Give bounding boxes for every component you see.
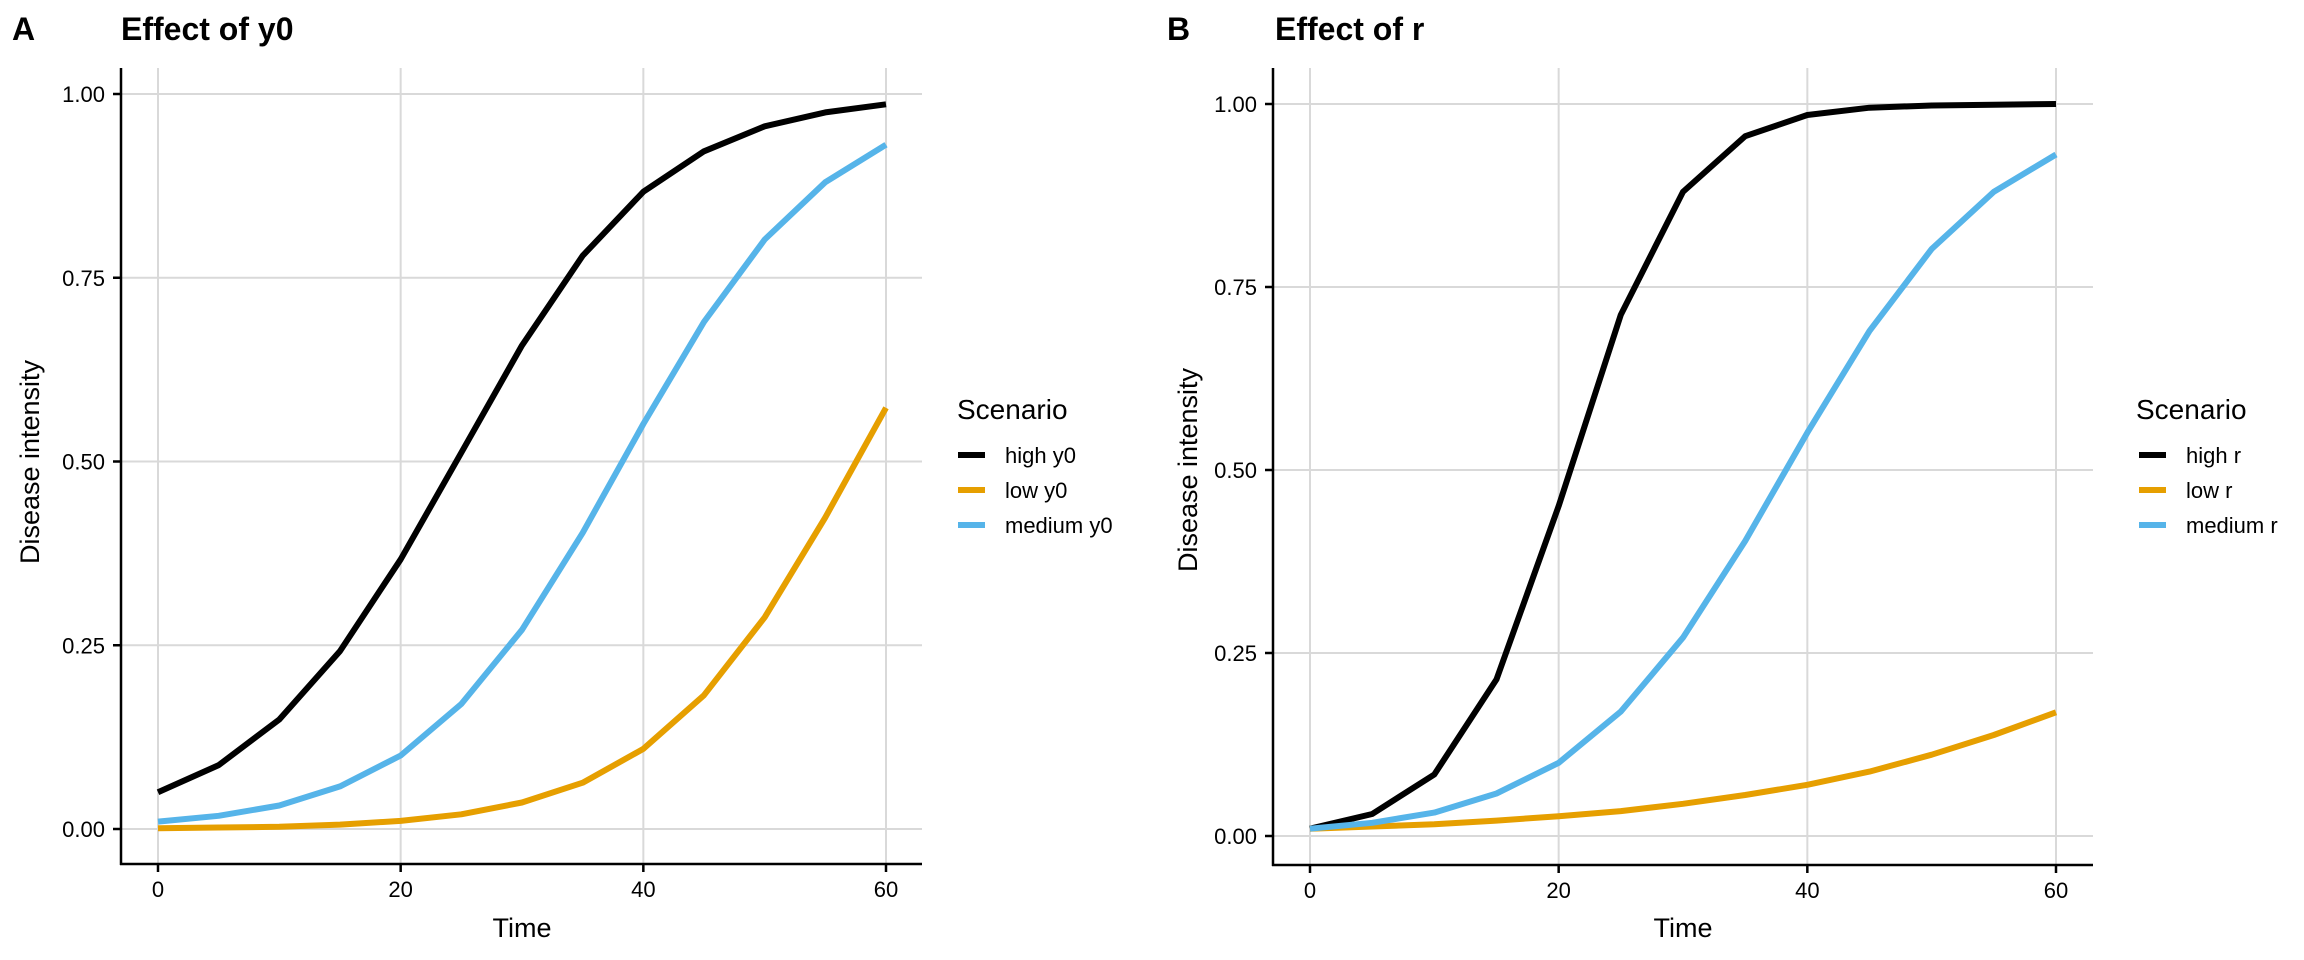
legend-label: high r — [2186, 443, 2241, 468]
axes — [1271, 68, 2093, 867]
y-tick-label: 1.00 — [1214, 92, 1257, 117]
chart-title: Effect of y0 — [121, 11, 293, 47]
series-line-medium-y0 — [157, 142, 888, 825]
x-axis-title: Time — [1654, 913, 1713, 943]
series-lines — [156, 101, 889, 832]
legend-label: high y0 — [1005, 443, 1076, 468]
legend-item: low y0 — [958, 478, 1067, 503]
series-lines — [1309, 101, 2058, 832]
legend-item: high r — [2139, 443, 2241, 468]
legend-title: Scenario — [2136, 394, 2247, 425]
y-tick-label: 1.00 — [62, 82, 105, 107]
y-axis-title: Disease intensity — [1173, 367, 1203, 572]
legend-item: high y0 — [958, 443, 1076, 468]
y-tick-label: 0.00 — [62, 817, 105, 842]
panel-a: A Effect of y0 0.00 0.25 0.50 0.75 1.00 0 20 40… — [12, 11, 1113, 943]
tick-labels: 0.00 0.25 0.50 0.75 1.00 0 20 40 60 — [62, 82, 898, 902]
panel-label: B — [1167, 11, 1190, 47]
x-tick-label: 0 — [152, 877, 164, 902]
series-line-low-y0 — [157, 406, 889, 832]
axes — [119, 68, 922, 866]
legend-title: Scenario — [957, 394, 1068, 425]
legend-label: low r — [2186, 478, 2232, 503]
series-line-medium-r — [1309, 151, 2058, 832]
legend: Scenario high y0 low y0 medium y0 — [957, 394, 1113, 538]
legend-item: medium r — [2139, 513, 2278, 538]
y-tick-label: 0.75 — [62, 266, 105, 291]
legend-item: low r — [2139, 478, 2232, 503]
legend-label: low y0 — [1005, 478, 1067, 503]
y-tick-label: 0.75 — [1214, 275, 1257, 300]
legend: Scenario high r low r medium r — [2136, 394, 2278, 538]
x-axis-title: Time — [493, 913, 552, 943]
x-tick-label: 40 — [1795, 878, 1819, 903]
series-line-low-r — [1309, 709, 2058, 832]
series-line-high-y0 — [156, 101, 887, 796]
x-tick-label: 40 — [631, 877, 655, 902]
panel-label: A — [12, 11, 35, 47]
legend-label: medium y0 — [1005, 513, 1113, 538]
chart-title: Effect of r — [1275, 11, 1424, 47]
x-tick-label: 0 — [1304, 878, 1316, 903]
y-axis-title: Disease intensity — [15, 359, 45, 564]
y-tick-label: 0.50 — [1214, 458, 1257, 483]
series-line-high-r — [1309, 101, 2057, 832]
y-tick-label: 0.25 — [62, 633, 105, 658]
x-tick-label: 60 — [2044, 878, 2068, 903]
y-tick-label: 0.50 — [62, 450, 105, 475]
panel-b: B Effect of r 0.00 0.25 0.50 0.75 1.00 0 20 40 6… — [1167, 11, 2278, 943]
x-tick-label: 20 — [388, 877, 412, 902]
legend-label: medium r — [2186, 513, 2278, 538]
x-tick-label: 60 — [874, 877, 898, 902]
tick-labels: 0.00 0.25 0.50 0.75 1.00 0 20 40 60 — [1214, 92, 2068, 903]
x-tick-label: 20 — [1546, 878, 1570, 903]
y-tick-label: 0.00 — [1214, 824, 1257, 849]
legend-item: medium y0 — [958, 513, 1113, 538]
y-tick-label: 0.25 — [1214, 641, 1257, 666]
